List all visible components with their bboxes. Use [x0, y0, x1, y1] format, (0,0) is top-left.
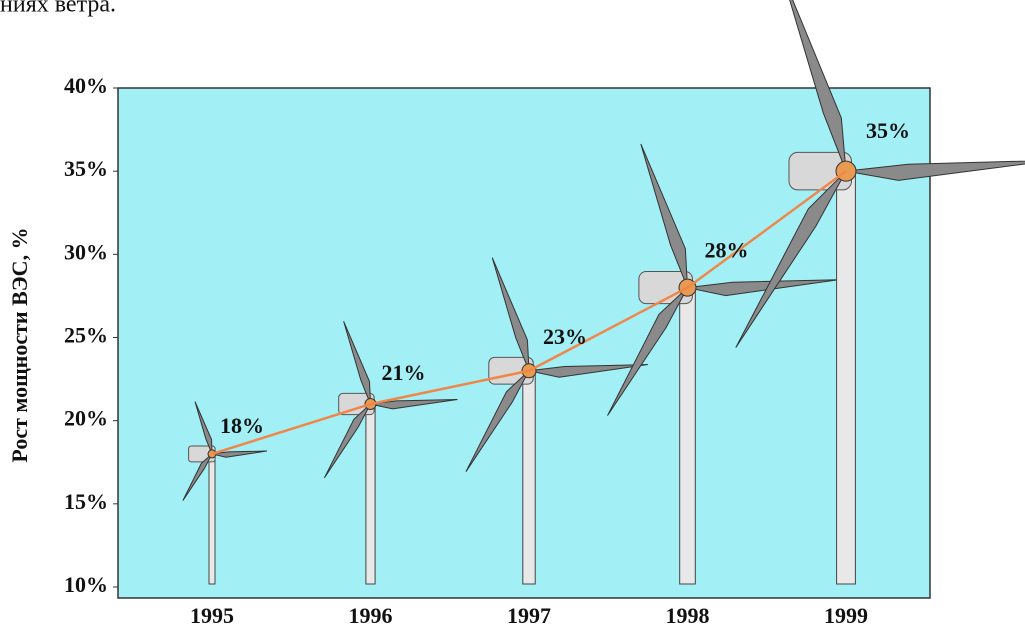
chart: ниях ветра. Рост мощности ВЭС, % 10% 15% 2… [0, 0, 1025, 633]
x-tick-label: 1999 [824, 603, 868, 628]
tower [523, 371, 535, 584]
x-tick-label: 1997 [507, 603, 551, 628]
value-label: 35% [866, 118, 910, 143]
y-tick-label: 20% [64, 406, 108, 431]
y-tick-label: 25% [64, 323, 108, 348]
value-label: 28% [705, 238, 749, 263]
tower [366, 404, 375, 584]
y-axis-label: Рост мощности ВЭС, % [7, 227, 32, 462]
value-label: 21% [382, 360, 426, 385]
y-tick-label: 15% [64, 489, 108, 514]
y-tick-label: 30% [64, 239, 108, 264]
value-label: 18% [220, 413, 264, 438]
x-tick-label: 1995 [190, 603, 234, 628]
x-tick-label: 1996 [349, 603, 393, 628]
tower [209, 454, 215, 584]
x-tick-label: 1998 [666, 603, 710, 628]
caption: ниях ветра. [0, 0, 116, 18]
tower [837, 171, 856, 584]
tower [680, 288, 696, 584]
y-tick-label: 10% [64, 572, 108, 597]
page: {"caption": "ниях ветра.", "chart_data":… [0, 0, 1025, 633]
y-tick-label: 40% [64, 73, 108, 98]
value-label: 23% [543, 324, 587, 349]
y-tick-label: 35% [64, 156, 108, 181]
